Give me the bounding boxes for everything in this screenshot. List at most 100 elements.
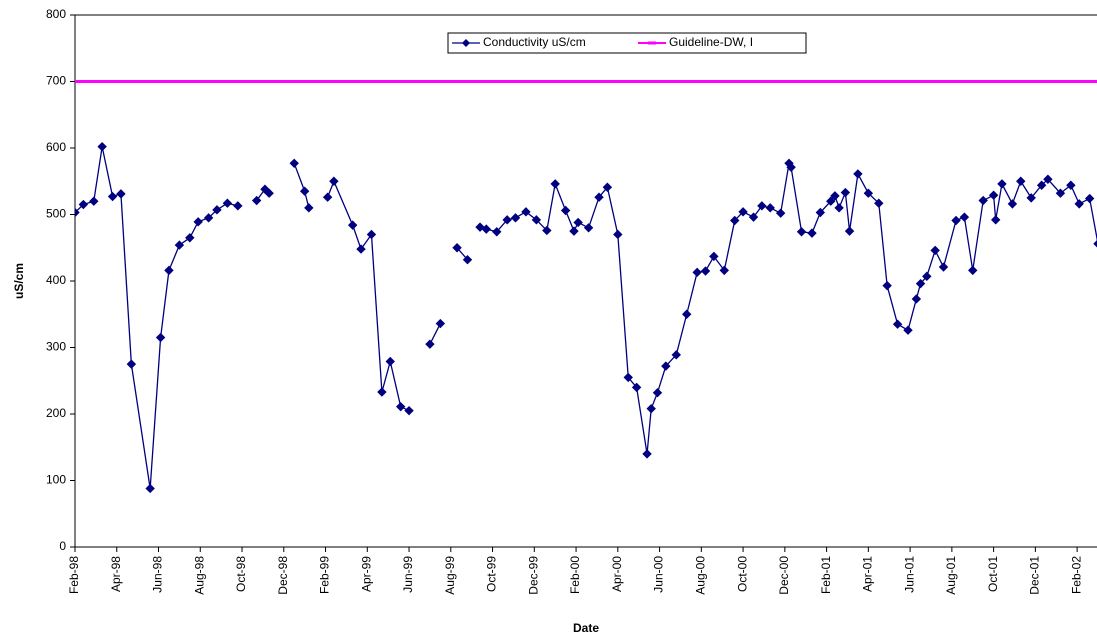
data-point: [560, 205, 571, 216]
data-point: [89, 196, 99, 206]
data-point: [642, 449, 652, 459]
y-tick-label: 500: [46, 207, 66, 221]
data-point: [692, 267, 702, 278]
data-point: [322, 192, 333, 202]
data-point: [951, 215, 961, 226]
data-point: [550, 179, 560, 189]
data-point: [116, 189, 126, 199]
legend-marker: [462, 39, 470, 47]
data-point: [126, 359, 137, 369]
data-point: [289, 158, 299, 169]
data-point: [264, 188, 274, 198]
data-point: [452, 243, 462, 253]
data-point: [569, 226, 579, 236]
data-point: [304, 203, 314, 213]
data-point: [203, 213, 214, 223]
data-point: [765, 203, 775, 213]
data-point: [1055, 188, 1066, 198]
x-tick-label: Apr-00: [610, 556, 624, 592]
x-tick-label: Oct-00: [735, 556, 749, 592]
data-point: [922, 271, 932, 282]
y-tick-label: 100: [46, 473, 66, 487]
data-point: [164, 265, 174, 276]
data-point: [594, 192, 604, 202]
data-point: [425, 339, 435, 349]
data-point: [709, 251, 719, 262]
data-point: [404, 405, 414, 416]
x-tick-label: Dec-98: [276, 556, 290, 595]
data-point: [356, 244, 366, 254]
data-point: [863, 188, 874, 198]
data-point: [329, 176, 339, 186]
data-point: [911, 294, 922, 304]
data-point: [1043, 174, 1053, 184]
legend-label: Guideline-DW, I: [669, 35, 753, 49]
data-point: [652, 388, 663, 398]
data-point: [1007, 199, 1018, 209]
data-point: [251, 195, 262, 206]
data-point: [193, 217, 203, 227]
data-point: [882, 280, 892, 291]
data-point: [775, 208, 786, 218]
data-point: [853, 169, 863, 179]
legend-label: Conductivity uS/cm: [483, 35, 586, 49]
legend-box: [447, 32, 807, 54]
data-point: [510, 213, 521, 223]
data-point: [840, 187, 851, 198]
x-tick-label: Jun-98: [151, 556, 165, 593]
y-tick-label: 300: [46, 340, 66, 354]
data-point: [145, 483, 155, 494]
data-point: [492, 227, 502, 237]
data-point: [978, 195, 988, 206]
data-point: [462, 255, 473, 265]
data-point: [748, 212, 759, 222]
data-point: [1093, 240, 1097, 248]
x-tick-label: Dec-01: [1028, 556, 1042, 595]
data-point: [542, 225, 552, 236]
data-point: [915, 278, 926, 289]
data-point: [78, 199, 89, 210]
data-point: [661, 361, 671, 371]
data-point: [1036, 180, 1047, 190]
legend-marker: [648, 41, 656, 45]
x-tick-label: Feb-01: [819, 556, 833, 594]
data-point: [844, 226, 855, 236]
series-line: [75, 146, 1097, 489]
data-point: [583, 223, 594, 233]
data-point: [602, 182, 613, 192]
data-point: [719, 265, 729, 276]
x-tick-label: Aug-00: [693, 556, 707, 595]
data-point: [185, 233, 195, 243]
x-tick-label: Aug-99: [443, 556, 457, 595]
plot-area: [75, 80, 1097, 494]
data-point: [1074, 199, 1084, 209]
data-point: [1026, 193, 1036, 203]
data-point: [573, 217, 583, 228]
x-tick-label: Jun-01: [902, 556, 916, 593]
data-point: [1084, 193, 1095, 204]
x-tick-label: Dec-00: [777, 556, 791, 595]
data-point: [521, 207, 531, 217]
data-point: [807, 228, 817, 238]
data-point: [830, 191, 840, 201]
data-point: [347, 220, 358, 230]
data-point: [377, 387, 387, 397]
x-tick-label: Feb-00: [568, 556, 582, 594]
data-point: [990, 215, 1001, 225]
data-point: [700, 266, 711, 276]
data-point: [395, 401, 406, 412]
data-point: [997, 179, 1007, 189]
data-point: [874, 198, 884, 208]
data-point: [930, 245, 940, 256]
data-point: [97, 141, 107, 152]
data-point: [435, 318, 446, 329]
data-point: [959, 212, 970, 222]
data-point: [174, 240, 185, 250]
data-point: [988, 190, 999, 200]
y-axis-title: uS/cm: [12, 263, 26, 299]
data-point: [222, 198, 233, 208]
data-point: [233, 201, 243, 211]
data-point: [796, 227, 807, 237]
x-tick-label: Apr-01: [861, 556, 875, 592]
